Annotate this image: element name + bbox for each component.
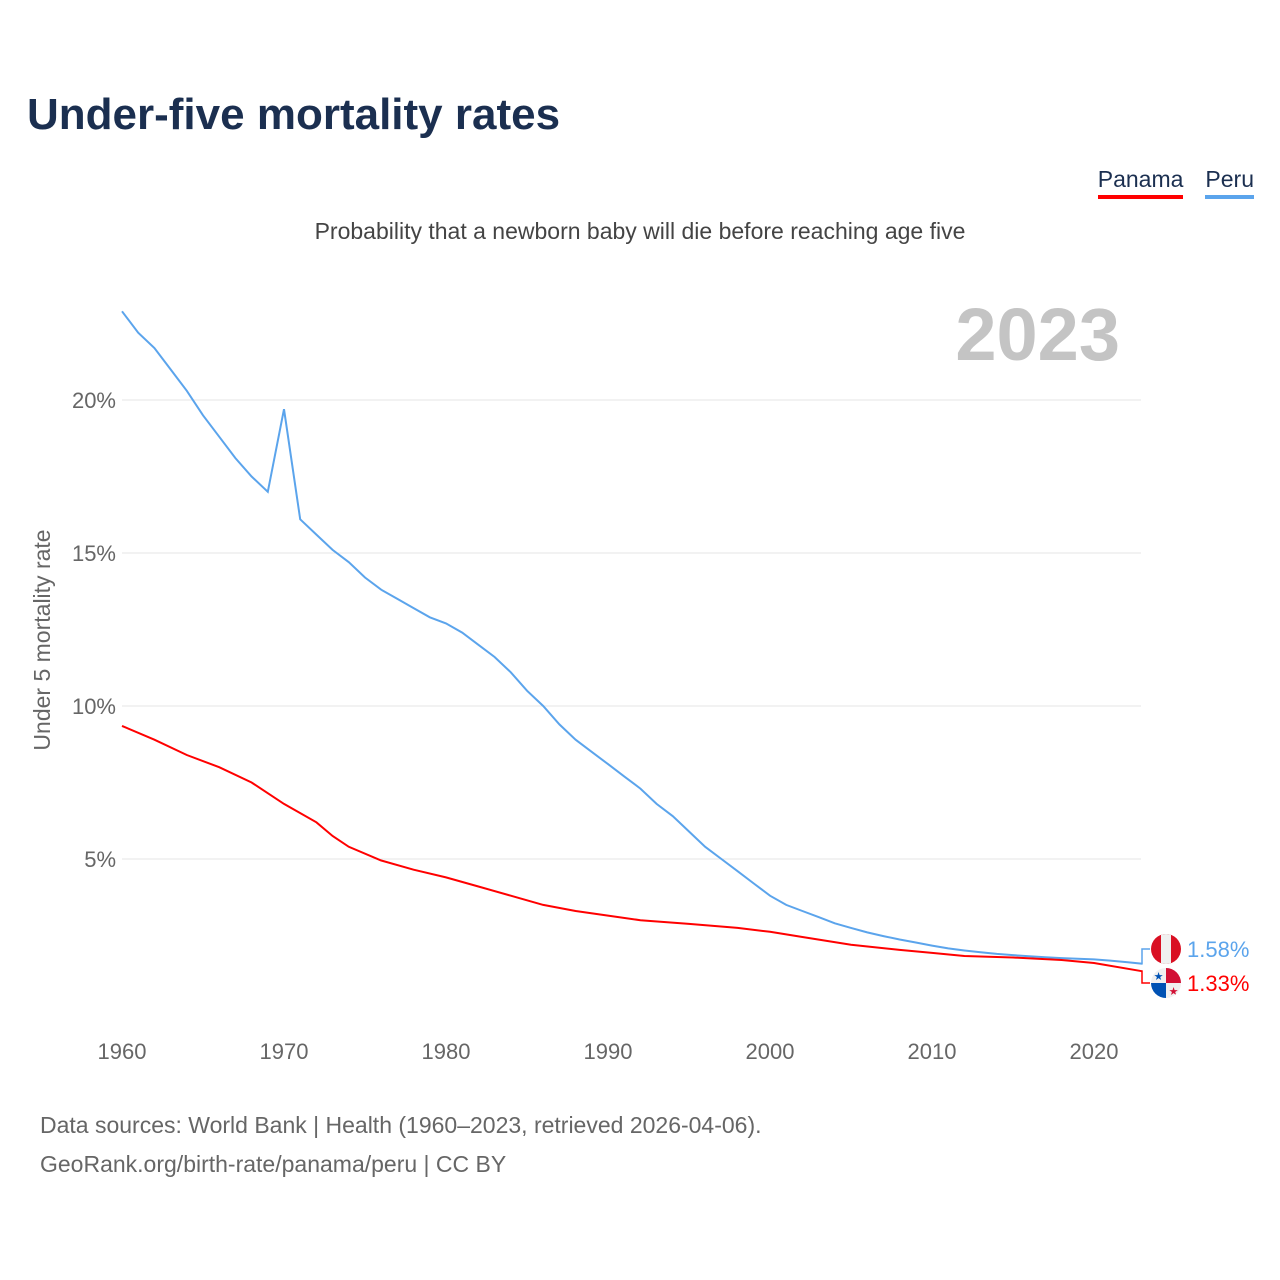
series-line-panama[interactable] [121,724,1143,973]
legend: Panama Peru [1097,166,1254,199]
y-tick-label: 5% [84,847,116,872]
x-tick-label: 2020 [1070,1039,1119,1064]
y-tick-label: 20% [72,388,116,413]
y-axis-label: Under 5 mortality rate [29,529,55,750]
flag-peru-icon [1151,934,1181,964]
x-tick-label: 1990 [584,1039,633,1064]
x-tick-label: 2010 [908,1039,957,1064]
x-tick-label: 1980 [422,1039,471,1064]
legend-item-panama[interactable]: Panama [1097,166,1184,199]
year-watermark: 2023 [955,293,1120,376]
svg-text:★: ★ [1154,971,1164,983]
end-label-panama: 1.33% [1187,971,1249,996]
end-connector [1141,948,1150,965]
svg-text:★: ★ [1169,986,1179,998]
chart-title: Under-five mortality rates [27,90,561,139]
x-tick-label: 2000 [746,1039,795,1064]
x-tick-label: 1960 [98,1039,147,1064]
chart-subtitle: Probability that a newborn baby will die… [314,218,966,244]
source-line-1: Data sources: World Bank | Health (1960–… [40,1112,762,1138]
legend-item-peru[interactable]: Peru [1205,166,1254,199]
end-label-peru: 1.58% [1187,937,1249,962]
x-tick-label: 1970 [260,1039,309,1064]
y-tick-label: 10% [72,694,116,719]
source-line-2[interactable]: GeoRank.org/birth-rate/panama/peru | CC … [40,1151,507,1177]
y-tick-label: 15% [72,541,116,566]
series-line-peru[interactable] [121,310,1143,965]
source-note: Data sources: World Bank | Health (1960–… [40,1106,762,1184]
flag-panama-icon: ★★ [1151,968,1181,998]
end-connector [1141,970,1150,984]
